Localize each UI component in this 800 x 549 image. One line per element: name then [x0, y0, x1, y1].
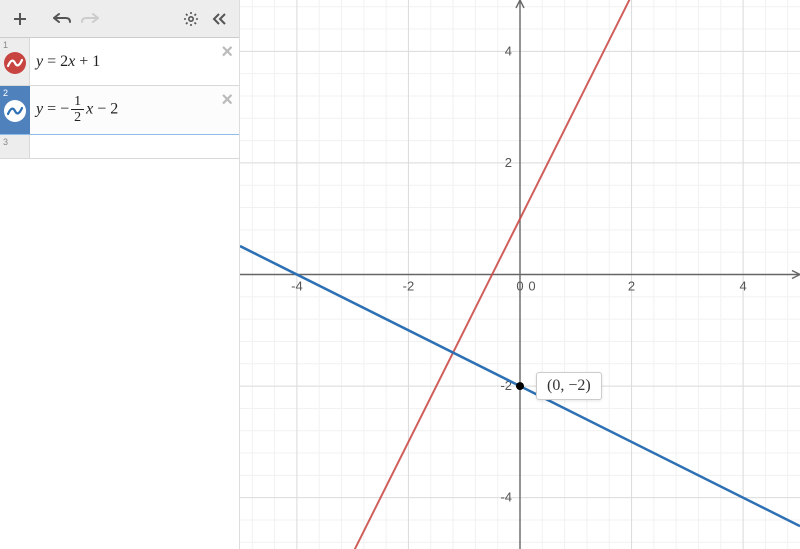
expression-row[interactable]: 2 y = −12x − 2× — [0, 86, 239, 135]
sidebar-toolbar — [0, 0, 239, 38]
redo-button[interactable] — [76, 5, 104, 33]
graph-area[interactable]: -4-2024-4-2240 (0, −2) — [240, 0, 800, 549]
y-tick-label: 2 — [505, 155, 512, 170]
x-tick-label: -2 — [403, 279, 415, 294]
delete-expression-button[interactable]: × — [221, 42, 233, 62]
x-tick-label: 0 — [516, 279, 523, 294]
point-label: (0, −2) — [536, 372, 602, 400]
expression-index: 2 — [3, 88, 8, 98]
expression-gutter[interactable]: 2 — [0, 86, 30, 134]
y-tick-label: -4 — [500, 490, 512, 505]
expression-row-empty[interactable]: 3 — [0, 135, 239, 159]
x-tick-label: -4 — [291, 279, 303, 294]
expression-body[interactable]: y = −12x − 2 — [30, 86, 239, 134]
origin-label: 0 — [528, 279, 535, 294]
expression-gutter[interactable]: 1 — [0, 38, 30, 85]
delete-expression-button[interactable]: × — [221, 90, 233, 110]
x-tick-label: 4 — [739, 279, 746, 294]
highlighted-point[interactable] — [516, 382, 524, 390]
add-expression-button[interactable] — [6, 5, 34, 33]
expression-color-icon[interactable] — [4, 52, 26, 74]
expression-body[interactable]: y = 2x + 1 — [30, 38, 239, 85]
expression-list: 1y = 2x + 1×2y = −12x − 2×3 — [0, 38, 239, 549]
expression-row[interactable]: 1 y = 2x + 1× — [0, 38, 239, 86]
graph-canvas[interactable]: -4-2024-4-2240 — [240, 0, 800, 549]
expression-index: 1 — [3, 40, 8, 50]
expression-color-icon[interactable] — [4, 100, 26, 122]
expression-index: 3 — [3, 137, 8, 147]
expression-panel: 1y = 2x + 1×2y = −12x − 2×3 — [0, 0, 240, 549]
undo-button[interactable] — [48, 5, 76, 33]
collapse-sidebar-button[interactable] — [205, 5, 233, 33]
expression-body[interactable] — [30, 135, 239, 158]
x-tick-label: 2 — [628, 279, 635, 294]
y-tick-label: 4 — [505, 43, 512, 58]
settings-button[interactable] — [177, 5, 205, 33]
expression-gutter[interactable]: 3 — [0, 135, 30, 158]
